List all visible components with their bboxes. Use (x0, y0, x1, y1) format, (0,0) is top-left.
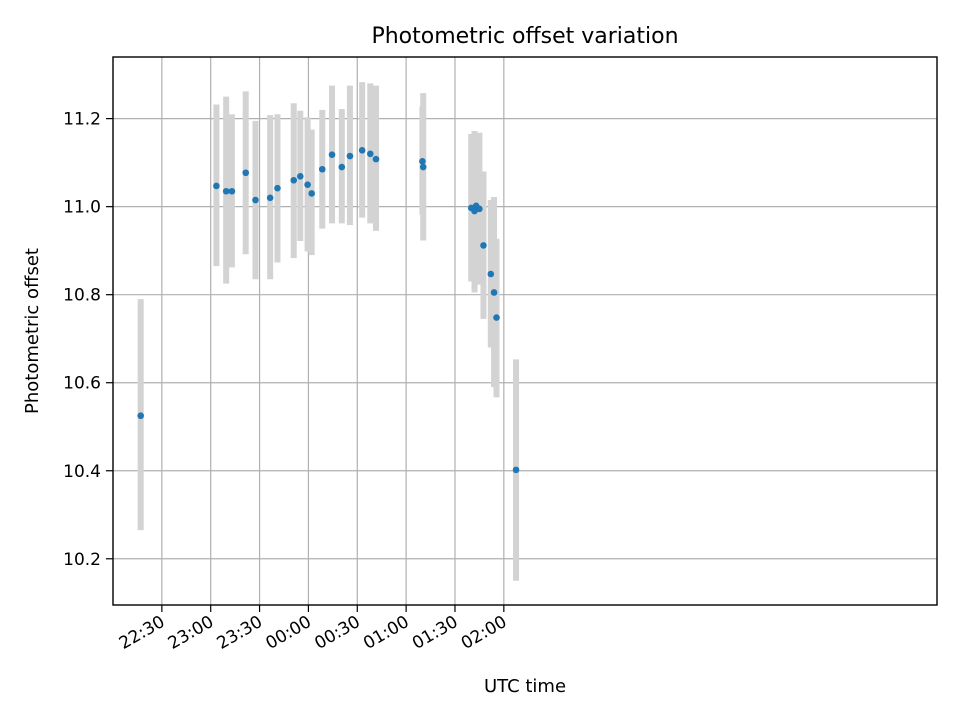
data-points (137, 147, 520, 474)
data-point (487, 270, 495, 278)
y-tick-label: 11.2 (63, 110, 101, 130)
data-point (346, 152, 354, 160)
y-tick-label: 10.8 (63, 286, 101, 306)
y-tick-label: 10.4 (63, 462, 101, 482)
x-tick-label: 23:30 (214, 612, 266, 654)
x-tick-label: 00:30 (311, 612, 363, 654)
error-bars (137, 82, 520, 581)
data-point (358, 147, 366, 154)
data-point (318, 165, 326, 173)
data-point (308, 190, 315, 197)
y-tick-label: 10.6 (63, 374, 101, 394)
data-point (266, 194, 274, 202)
x-tick-label: 00:00 (262, 612, 314, 654)
data-point (419, 163, 427, 171)
data-point (252, 196, 259, 204)
data-point (242, 169, 250, 177)
data-point (304, 181, 311, 188)
data-point (366, 150, 374, 158)
y-axis-label: Photometric offset (22, 248, 43, 414)
data-point (296, 172, 304, 180)
plot-frame (112, 56, 938, 606)
x-tick-label: 01:00 (360, 612, 412, 654)
data-point (419, 158, 426, 165)
data-point (290, 176, 298, 184)
x-tick-label: 22:30 (116, 612, 168, 654)
data-point (512, 466, 520, 474)
data-point (137, 412, 144, 420)
data-point (338, 163, 346, 171)
y-tick-label: 11.0 (63, 198, 101, 218)
data-point (222, 187, 230, 195)
data-point (476, 205, 483, 213)
y-tick-label: 10.2 (63, 550, 101, 570)
grid (113, 57, 937, 605)
data-point (213, 182, 220, 190)
data-point (480, 242, 487, 249)
data-point (228, 187, 236, 195)
x-tick-label: 02:00 (458, 612, 510, 654)
data-point (372, 155, 380, 163)
x-tick-label: 01:30 (409, 612, 461, 654)
data-point (328, 151, 336, 159)
data-point (274, 184, 281, 192)
y-axis-ticks: 10.2 10.4 10.6 10.8 11.0 11.2 (63, 110, 113, 570)
data-point (490, 289, 498, 296)
x-axis-label: UTC time (484, 676, 566, 697)
x-tick-label: 23:00 (165, 612, 217, 654)
chart-title: Photometric offset variation (371, 24, 678, 49)
data-point (493, 314, 500, 321)
